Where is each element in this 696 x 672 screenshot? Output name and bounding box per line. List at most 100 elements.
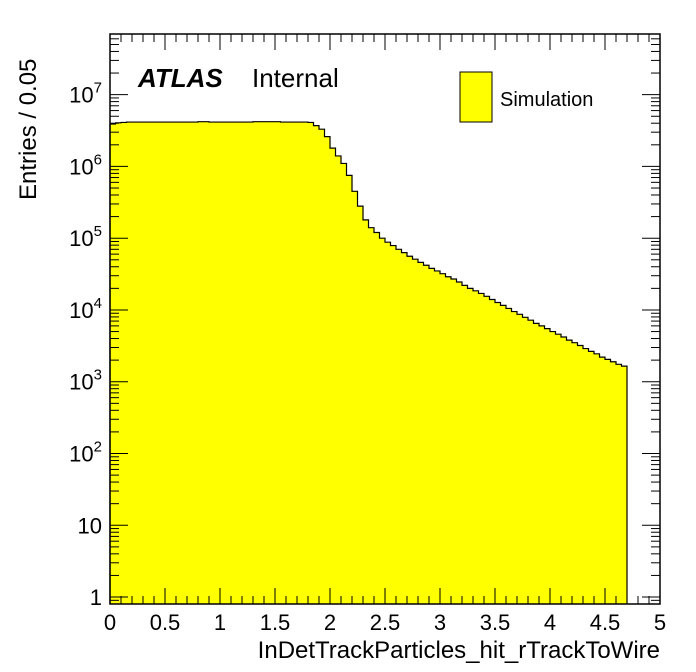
histogram-bin [517,314,524,604]
x-tick-label: 5 [654,610,666,635]
x-tick-label: 0 [104,610,116,635]
histogram-bin [346,175,353,604]
histogram-bin [165,122,172,604]
histogram-bin [544,328,551,604]
histogram-bin [506,308,513,604]
histogram-bin [258,121,265,604]
histogram-bin [418,262,425,604]
histogram-bin [143,122,150,604]
histogram-bin [291,122,298,604]
x-tick-label: 2 [324,610,336,635]
histogram-bin [462,285,469,604]
histogram-bin [555,334,562,604]
histogram-bin [170,122,177,604]
histogram-bin [198,121,205,604]
histogram-bin [148,122,155,604]
histogram-bin [154,122,161,604]
histogram-bin [209,122,216,604]
histogram-bin [478,293,485,604]
legend-label-simulation: Simulation [500,89,593,111]
histogram-bin [434,270,441,604]
histogram-bin [319,129,326,604]
y-tick-label: 107 [69,80,102,108]
histogram-bin [121,122,128,604]
histogram-bin [159,122,166,604]
histogram-bin [407,256,414,604]
atlas-label: ATLAS [137,63,223,93]
histogram-bin [308,122,315,604]
histogram-bin [126,122,133,604]
histogram-bin [561,337,568,604]
histogram-bin [269,121,276,604]
axis-ticks [109,33,661,605]
y-tick-label: 102 [69,439,102,467]
histogram-bin [231,122,238,604]
histogram-bin [330,148,337,605]
histogram-bin [511,311,518,604]
histogram-bin [500,305,507,604]
histogram-bin [286,122,293,604]
histogram-bin [137,122,144,604]
histogram-bin [467,288,474,604]
histogram-bin [451,279,458,604]
histogram-bin [550,331,557,604]
histogram-bin [599,357,606,604]
histogram-bin [214,122,221,604]
histogram-bin [115,122,122,605]
x-tick-labels: 0 0.5 1 1.5 2 2.5 3 3.5 4 4.5 5 [104,610,666,635]
histogram-bin [368,227,375,604]
histogram-bin [132,122,139,604]
histogram-bin [539,325,546,604]
histogram-bin [484,296,491,604]
histogram-bin [363,219,370,605]
histogram-bin [390,245,397,604]
histogram-bin [236,122,243,604]
histogram-bin [181,122,188,604]
histogram-bin [280,122,287,604]
histogram-bin [192,122,199,604]
histogram-bin [324,136,331,604]
x-tick-label: 4 [544,610,556,635]
x-tick-label: 4.5 [590,610,621,635]
histogram-bin [583,348,590,604]
histogram-bin [187,122,194,604]
histogram-bin [203,121,210,604]
y-tick-label: 104 [69,295,102,323]
histogram-bin [264,121,271,604]
x-axis-title: InDetTrackParticles_hit_rTrackToWire [258,637,660,664]
histogram-bin [385,242,392,605]
histogram-bin [401,252,408,604]
histogram-bin [588,351,595,604]
histogram-bin [440,273,447,604]
histogram-bin [379,238,386,605]
histogram-bin [605,359,612,604]
histogram-bin [423,265,430,604]
y-tick-label: 105 [69,223,102,251]
histogram-bin [176,122,183,604]
histogram-bin [533,323,540,604]
x-tick-label: 1 [214,610,226,635]
histogram-bin [445,276,452,604]
histogram-bin [225,122,232,604]
histogram-bin [610,361,617,604]
y-tick-label: 103 [69,367,102,395]
y-tick-label: 106 [69,151,102,179]
histogram-bin [247,122,254,604]
histogram-bin [616,364,623,604]
histogram-bin [110,124,117,604]
y-axis-title: Entries / 0.05 [15,59,42,200]
histogram-bin [621,366,628,604]
histogram-bin [429,268,436,604]
histogram-bin [522,317,529,604]
histogram-bin [396,249,403,604]
x-tick-label: 3.5 [480,610,511,635]
histogram-bin [297,122,304,604]
histogram-bin [577,345,584,604]
x-tick-label: 0.5 [150,610,181,635]
histogram-bin [473,290,480,604]
histogram-bin [335,155,342,604]
histogram-bin [313,125,320,604]
legend-swatch-simulation [459,71,493,123]
histogram-bin [594,353,601,604]
internal-label: Internal [252,63,339,93]
